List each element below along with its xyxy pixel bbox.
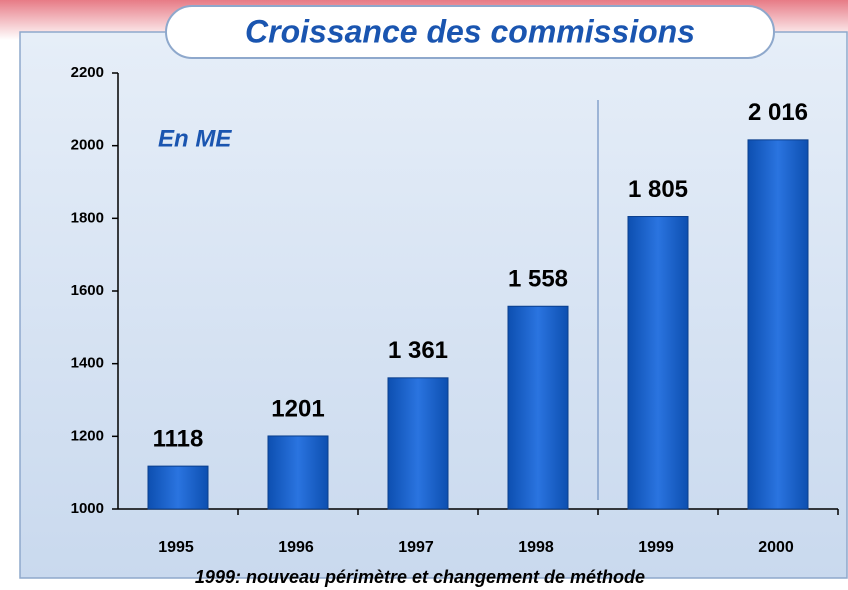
y-tick-label: 1200 xyxy=(71,427,104,444)
value-label: 1 805 xyxy=(628,176,688,203)
x-tick-label: 1995 xyxy=(158,539,194,556)
y-tick-label: 1400 xyxy=(71,355,104,372)
x-tick-label: 1999 xyxy=(638,539,674,556)
bar xyxy=(267,435,329,510)
y-tick-label: 2200 xyxy=(71,64,104,81)
value-label: 2 016 xyxy=(748,99,808,126)
value-label: 1118 xyxy=(153,425,204,452)
chart-title: Croissance des commissions xyxy=(245,13,695,49)
bar xyxy=(747,139,809,510)
y-tick-label: 2000 xyxy=(71,137,104,154)
y-tick-label: 1000 xyxy=(71,500,104,517)
bar xyxy=(387,377,449,510)
y-tick-label: 1600 xyxy=(71,282,104,299)
footnote: 1999: nouveau périmètre et changement de… xyxy=(195,567,645,587)
y-tick-label: 1800 xyxy=(71,209,104,226)
bar xyxy=(507,305,569,510)
value-label: 1201 xyxy=(271,395,324,422)
x-tick-label: 2000 xyxy=(758,539,794,556)
bar xyxy=(147,465,209,510)
bar xyxy=(627,216,689,510)
x-tick-label: 1997 xyxy=(398,539,434,556)
title-box xyxy=(165,5,775,59)
unit-label: En ME xyxy=(158,125,232,152)
value-label: 1 558 xyxy=(508,266,568,293)
value-label: 1 361 xyxy=(388,337,448,364)
x-tick-label: 1996 xyxy=(278,539,314,556)
x-tick-label: 1998 xyxy=(518,539,554,556)
